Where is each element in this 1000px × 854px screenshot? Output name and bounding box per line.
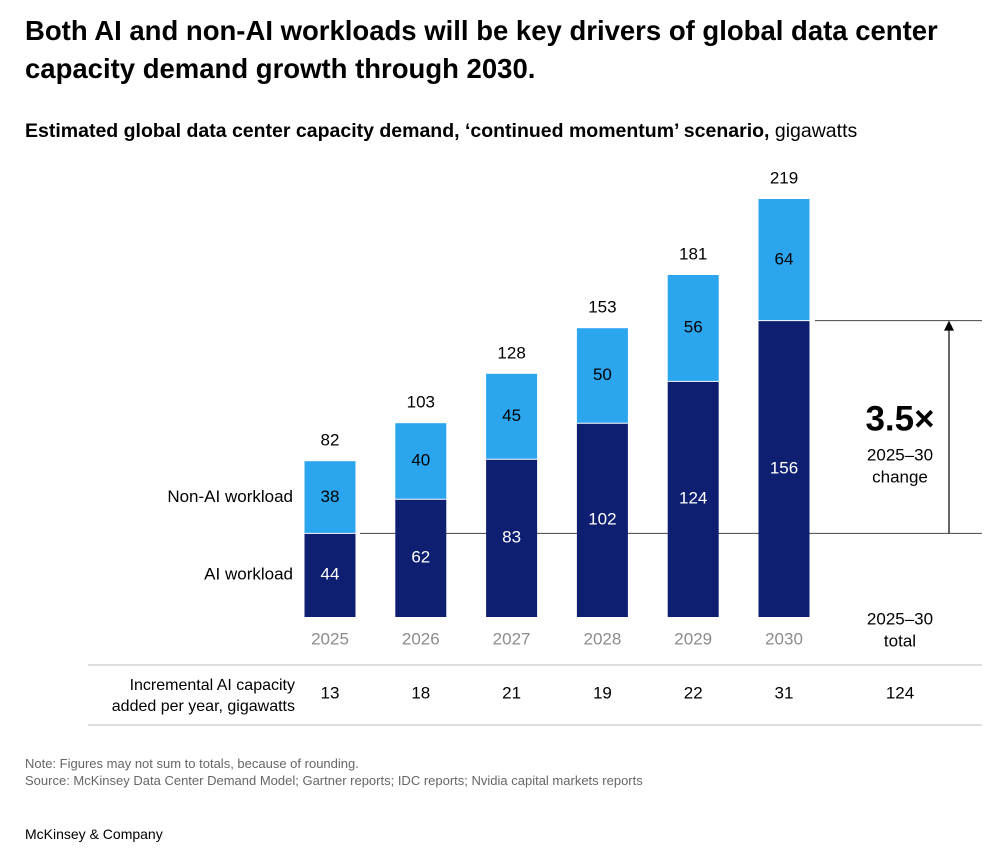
bar-ai-2030 bbox=[758, 320, 810, 617]
total-label-2028: 153 bbox=[588, 298, 616, 317]
bar-ai-2027 bbox=[486, 459, 538, 617]
change-multiplier-value: 3.5× bbox=[865, 399, 934, 438]
total-label-2027: 128 bbox=[497, 343, 525, 362]
table-row-label-line-1: Incremental AI capacity bbox=[130, 677, 295, 694]
total-label-2025: 82 bbox=[321, 431, 340, 450]
bar-non-ai-2030 bbox=[758, 199, 810, 321]
data-label-non-ai-2029: 56 bbox=[684, 318, 703, 337]
data-label-ai-2030: 156 bbox=[770, 458, 798, 477]
footnote: Note: Figures may not sum to totals, bec… bbox=[25, 755, 643, 789]
bar-non-ai-2027 bbox=[486, 373, 538, 460]
bar-non-ai-2026 bbox=[395, 423, 447, 500]
data-label-non-ai-2030: 64 bbox=[775, 249, 794, 268]
bar-non-ai-2029 bbox=[667, 275, 719, 382]
data-label-non-ai-2025: 38 bbox=[321, 487, 340, 506]
data-label-non-ai-2027: 45 bbox=[502, 406, 521, 425]
x-tick-2028: 2028 bbox=[583, 629, 621, 648]
chart-headline: Both AI and non-AI workloads will be key… bbox=[25, 15, 938, 84]
change-multiplier-label-line-1: 2025–30 bbox=[867, 445, 933, 464]
x-tick-2026: 2026 bbox=[402, 629, 440, 648]
x-tick-2029: 2029 bbox=[674, 629, 712, 648]
data-label-non-ai-2028: 50 bbox=[593, 365, 612, 384]
legend-non-ai-workload: Non-AI workload bbox=[167, 487, 293, 506]
bar-non-ai-2028 bbox=[576, 328, 628, 424]
stacked-bar-chart: 44 38 82 2025 13 62 40 103 2026 18 83 45 128 2027 21 10… bbox=[88, 168, 982, 726]
x-tick-2027: 2027 bbox=[493, 629, 531, 648]
table-value-2030: 31 bbox=[775, 683, 794, 702]
legend-ai-workload: AI workload bbox=[204, 565, 293, 584]
footnote-source: Source: McKinsey Data Center Demand Mode… bbox=[25, 773, 643, 788]
data-label-ai-2029: 124 bbox=[679, 489, 707, 508]
bar-ai-2025 bbox=[304, 533, 356, 617]
subtitle-unit: gigawatts bbox=[774, 120, 858, 142]
table-total-header-line-1: 2025–30 bbox=[867, 609, 933, 628]
bar-ai-2029 bbox=[667, 381, 719, 617]
data-label-non-ai-2026: 40 bbox=[411, 451, 430, 470]
table-total-header-line-2: total bbox=[884, 631, 916, 650]
table-row-label-line-2: added per year, gigawatts bbox=[112, 698, 295, 715]
chart-subtitle: Estimated global data center capacity de… bbox=[25, 120, 857, 143]
subtitle-title: Estimated global data center capacity de… bbox=[25, 120, 770, 142]
table-value-2029: 22 bbox=[684, 683, 703, 702]
bar-non-ai-2025 bbox=[304, 461, 356, 534]
total-label-2029: 181 bbox=[679, 244, 707, 263]
data-label-ai-2025: 44 bbox=[321, 565, 340, 584]
table-value-2026: 18 bbox=[411, 683, 430, 702]
table-value-2027: 21 bbox=[502, 683, 521, 702]
change-arrowhead bbox=[944, 320, 954, 331]
x-tick-2030: 2030 bbox=[765, 629, 803, 648]
data-label-ai-2027: 83 bbox=[502, 528, 521, 547]
x-tick-2025: 2025 bbox=[311, 629, 349, 648]
table-value-2028: 19 bbox=[593, 683, 612, 702]
change-multiplier-label-line-2: change bbox=[872, 467, 928, 486]
total-label-2030: 219 bbox=[770, 168, 798, 187]
brand-logo-text: McKinsey & Company bbox=[25, 826, 163, 842]
table-total-value: 124 bbox=[886, 683, 914, 702]
bar-ai-2028 bbox=[576, 423, 628, 617]
total-label-2026: 103 bbox=[407, 393, 435, 412]
data-label-ai-2028: 102 bbox=[588, 510, 616, 529]
table-value-2025: 13 bbox=[321, 683, 340, 702]
data-label-ai-2026: 62 bbox=[411, 548, 430, 567]
bar-ai-2026 bbox=[395, 499, 447, 617]
footnote-note: Note: Figures may not sum to totals, bec… bbox=[25, 756, 359, 771]
